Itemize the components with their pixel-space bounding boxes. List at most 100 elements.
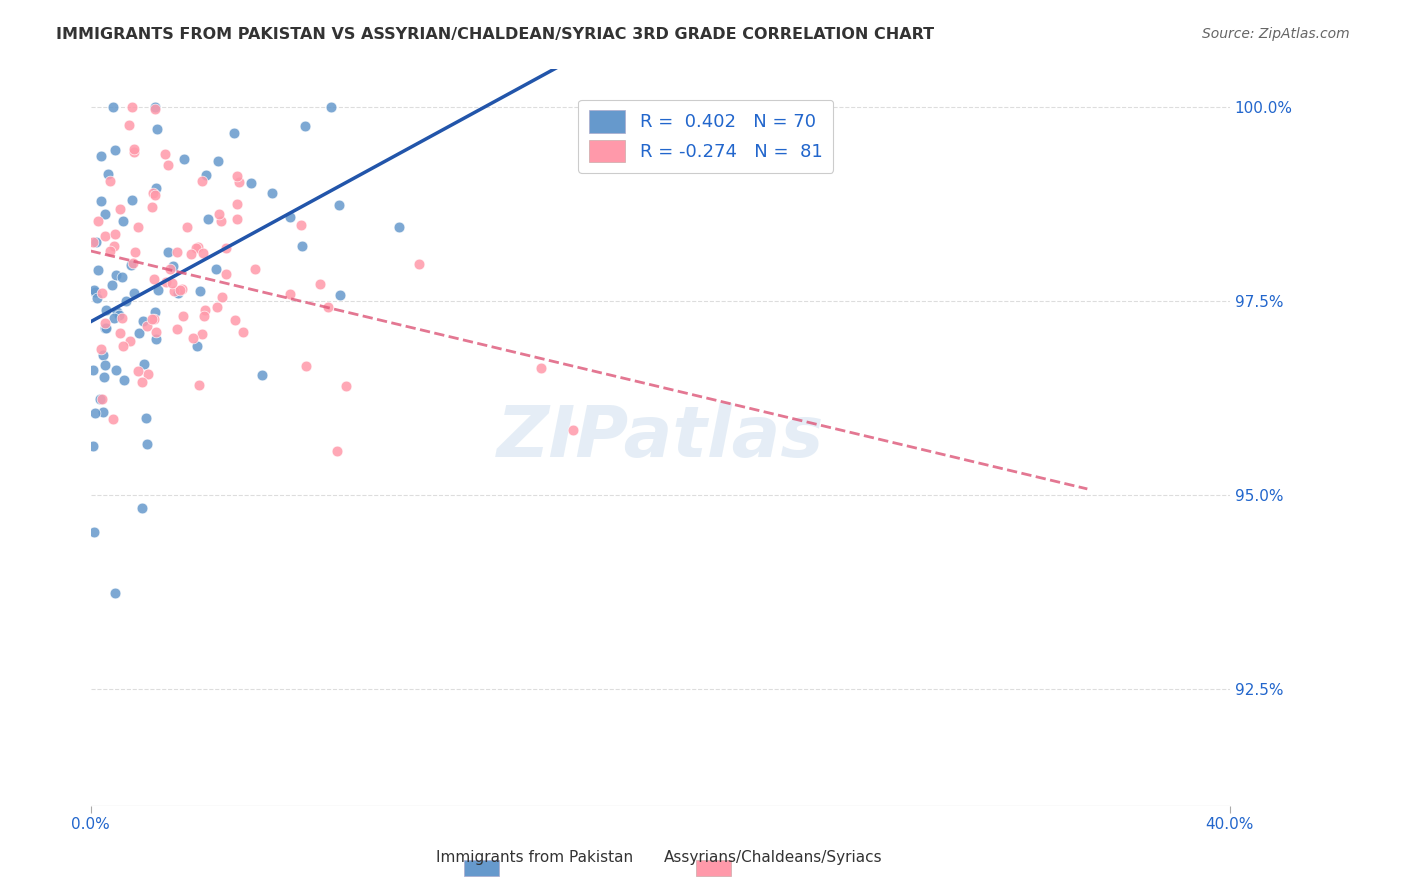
Point bbox=[124, 142, 146, 156]
Point bbox=[143, 305, 166, 319]
Point bbox=[131, 375, 153, 389]
Point bbox=[290, 218, 312, 232]
Text: Immigrants from Pakistan: Immigrants from Pakistan bbox=[436, 850, 633, 865]
Point bbox=[191, 246, 214, 260]
Point bbox=[141, 312, 163, 326]
Point bbox=[128, 219, 150, 234]
Point bbox=[170, 282, 193, 296]
Point bbox=[562, 423, 585, 437]
Point bbox=[308, 277, 330, 292]
Point bbox=[187, 378, 209, 392]
Point bbox=[225, 197, 247, 211]
Point bbox=[169, 283, 191, 297]
Point bbox=[124, 244, 146, 259]
Point bbox=[89, 342, 111, 356]
Point bbox=[111, 310, 134, 325]
Point bbox=[142, 186, 165, 201]
Point bbox=[145, 100, 167, 114]
Point bbox=[103, 238, 125, 252]
Point bbox=[146, 122, 169, 136]
Point bbox=[84, 406, 107, 420]
Text: IMMIGRANTS FROM PAKISTAN VS ASSYRIAN/CHALDEAN/SYRIAC 3RD GRADE CORRELATION CHART: IMMIGRANTS FROM PAKISTAN VS ASSYRIAN/CHA… bbox=[56, 27, 935, 42]
Point bbox=[329, 288, 352, 302]
Point bbox=[122, 256, 145, 270]
Point bbox=[335, 378, 357, 392]
Point bbox=[187, 240, 209, 254]
Point bbox=[94, 316, 117, 330]
Point bbox=[180, 247, 202, 261]
Point bbox=[194, 303, 217, 318]
Point bbox=[295, 359, 318, 373]
Point bbox=[211, 290, 233, 304]
Point bbox=[131, 501, 153, 516]
Text: Source: ZipAtlas.com: Source: ZipAtlas.com bbox=[1202, 27, 1350, 41]
Point bbox=[228, 175, 250, 189]
Point bbox=[93, 369, 115, 384]
Point bbox=[90, 285, 112, 300]
Point bbox=[191, 326, 214, 341]
Point bbox=[98, 244, 121, 258]
Point bbox=[94, 206, 117, 220]
Point bbox=[226, 169, 249, 184]
Point bbox=[159, 262, 181, 277]
Point bbox=[142, 272, 165, 286]
Point bbox=[193, 309, 215, 323]
Point bbox=[86, 214, 108, 228]
Point bbox=[104, 143, 127, 157]
Text: Assyrians/Chaldeans/Syriacs: Assyrians/Chaldeans/Syriacs bbox=[664, 850, 883, 865]
Point bbox=[316, 300, 339, 314]
Point bbox=[128, 326, 150, 341]
Point bbox=[101, 100, 124, 114]
Point bbox=[121, 100, 143, 114]
Point bbox=[120, 258, 142, 272]
Point bbox=[222, 126, 245, 140]
Point bbox=[530, 361, 553, 376]
Point bbox=[184, 241, 207, 255]
Point bbox=[205, 261, 228, 276]
Point bbox=[155, 275, 177, 289]
Point bbox=[108, 202, 131, 216]
Point bbox=[122, 145, 145, 160]
Point bbox=[188, 284, 211, 298]
Point bbox=[118, 118, 141, 132]
Point bbox=[136, 318, 159, 333]
Point bbox=[84, 235, 107, 249]
Point bbox=[132, 357, 155, 371]
Point bbox=[101, 277, 124, 292]
Point bbox=[91, 392, 114, 406]
Point bbox=[215, 241, 238, 255]
Point bbox=[103, 311, 125, 326]
Point bbox=[205, 301, 228, 315]
Point bbox=[173, 152, 195, 166]
Point bbox=[112, 339, 135, 353]
Point bbox=[191, 174, 214, 188]
Point bbox=[250, 368, 273, 382]
Point bbox=[82, 235, 104, 250]
Point bbox=[278, 211, 301, 225]
Point bbox=[127, 364, 149, 378]
Point bbox=[224, 313, 246, 327]
Point bbox=[83, 285, 105, 299]
Point bbox=[195, 168, 218, 182]
Point bbox=[328, 198, 350, 212]
Point bbox=[157, 159, 180, 173]
Point bbox=[319, 100, 342, 114]
Point bbox=[176, 220, 198, 235]
Point bbox=[94, 320, 117, 334]
Point bbox=[101, 412, 124, 426]
Point bbox=[93, 229, 115, 244]
Point bbox=[105, 362, 128, 376]
Point bbox=[278, 287, 301, 301]
Point bbox=[138, 367, 160, 381]
Point bbox=[122, 285, 145, 300]
Point bbox=[96, 302, 118, 317]
Point bbox=[243, 262, 266, 277]
Point bbox=[167, 285, 190, 300]
Point bbox=[82, 363, 104, 377]
Point bbox=[166, 322, 188, 336]
Point bbox=[209, 214, 232, 228]
Point bbox=[104, 586, 127, 600]
Point bbox=[91, 348, 114, 362]
Point bbox=[162, 260, 184, 274]
Point bbox=[232, 325, 254, 339]
